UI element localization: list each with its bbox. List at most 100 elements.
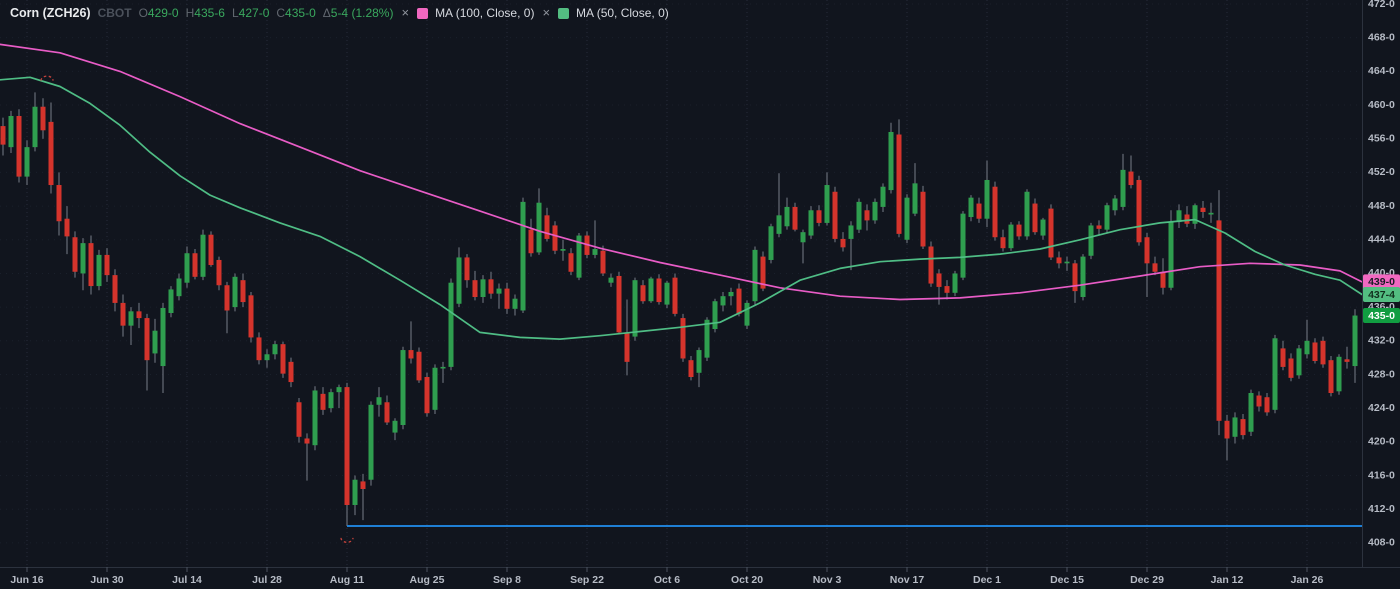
ma100-label: MA (100, Close, 0): [435, 6, 535, 20]
candle-up: [200, 234, 206, 277]
ma-50-line[interactable]: [0, 76, 1363, 340]
candle-up: [776, 215, 782, 234]
candle-up: [128, 311, 134, 326]
remove-ma50-button[interactable]: ×: [542, 5, 551, 20]
candle-up: [176, 278, 182, 297]
date-label: Oct 20: [731, 574, 763, 586]
candle-down: [624, 332, 630, 362]
price-badge: 437-4: [1363, 286, 1400, 302]
candle-up: [1176, 210, 1182, 223]
candle-up: [1064, 261, 1070, 264]
candle-down: [56, 185, 62, 222]
price-label: 412-0: [1368, 503, 1395, 515]
candle-down: [656, 278, 662, 303]
candle-up: [1008, 224, 1014, 249]
candle-up: [592, 249, 598, 255]
price-label: 448-0: [1368, 200, 1395, 212]
candle-down: [760, 256, 766, 289]
candle-down: [1344, 359, 1350, 362]
ma50-color-swatch: [558, 7, 570, 19]
date-label: Dec 15: [1050, 574, 1084, 586]
candle-down: [1240, 419, 1246, 436]
candle-down: [344, 387, 350, 505]
candle-down: [320, 393, 326, 410]
candle-down: [1072, 263, 1078, 292]
candle-up: [768, 226, 774, 260]
candle-up: [328, 392, 334, 409]
ma-100-line[interactable]: [0, 43, 1363, 301]
candle-down: [792, 206, 798, 230]
candle-down: [640, 285, 646, 302]
candle-up: [856, 201, 862, 230]
candle-down: [208, 234, 214, 266]
candle-down: [216, 259, 222, 286]
price-badge: 435-0: [1363, 308, 1400, 324]
candle-up: [1296, 348, 1302, 376]
candle-up: [1208, 212, 1214, 215]
price-label: 408-0: [1368, 537, 1395, 549]
ohlc-low: L427-0: [231, 6, 270, 20]
candle-down: [1128, 171, 1134, 186]
candle-down: [1144, 237, 1150, 264]
ohlc-open: O429-0: [138, 6, 179, 20]
candle-up: [160, 307, 166, 367]
candle-down: [1096, 225, 1102, 229]
candle-down: [248, 295, 254, 338]
candle-down: [1224, 420, 1230, 439]
candle-down: [488, 279, 494, 294]
candle-down: [1280, 348, 1286, 367]
exchange-label: CBOT: [97, 6, 132, 20]
candle-up: [520, 201, 526, 311]
time-axis[interactable]: Jun 16 Jun 30 Jul 14 Jul 28 Aug 11 Aug 25 Sep …: [10, 567, 1323, 586]
candle-up: [912, 183, 918, 214]
candle-up: [96, 254, 102, 287]
svg-text:437-4: 437-4: [1368, 289, 1395, 301]
candle-up: [712, 301, 718, 330]
price-label: 464-0: [1368, 65, 1395, 77]
candle-down: [896, 134, 902, 234]
candle-up: [632, 280, 638, 337]
candle-down: [288, 361, 294, 383]
candle-up: [984, 179, 990, 219]
candle-up: [456, 257, 462, 304]
candle-up: [872, 201, 878, 221]
candle-down: [528, 229, 534, 254]
candle-down: [48, 121, 54, 186]
candle-down: [360, 481, 366, 489]
candle-up: [704, 319, 710, 358]
candle-down: [992, 186, 998, 238]
candle-up: [168, 289, 174, 314]
candle-down: [1216, 220, 1222, 421]
candle-up: [784, 206, 790, 227]
remove-ma100-button[interactable]: ×: [401, 5, 410, 20]
candle-up: [664, 282, 670, 305]
candle-down: [40, 106, 46, 131]
candle-down: [296, 402, 302, 437]
date-label: Jun 16: [10, 574, 43, 586]
candle-down: [1056, 257, 1062, 264]
candle-up: [952, 273, 958, 293]
ma50-label: MA (50, Close, 0): [576, 6, 669, 20]
candle-up: [1248, 393, 1254, 432]
candle-down: [224, 285, 230, 311]
candle-up: [1024, 191, 1030, 237]
candle-down: [1160, 271, 1166, 288]
vertical-gridlines: [26, 0, 1308, 567]
svg-text:439-0: 439-0: [1368, 276, 1395, 288]
candle-up: [32, 106, 38, 148]
date-label: Aug 25: [409, 574, 444, 586]
candle-up: [432, 367, 438, 410]
price-axis[interactable]: 472-0 468-0 464-0 460-0 456-0 452-0 448-0 444-0…: [1363, 0, 1400, 549]
candle-down: [416, 351, 422, 381]
candle-up: [24, 147, 30, 177]
price-label: 416-0: [1368, 469, 1395, 481]
candle-up: [152, 330, 158, 354]
candle-up: [968, 197, 974, 218]
price-label: 444-0: [1368, 234, 1395, 246]
candle-up: [960, 213, 966, 278]
candle-up: [1112, 198, 1118, 211]
candle-up: [808, 210, 814, 236]
date-label: Jan 12: [1211, 574, 1244, 586]
candle-down: [120, 302, 126, 326]
